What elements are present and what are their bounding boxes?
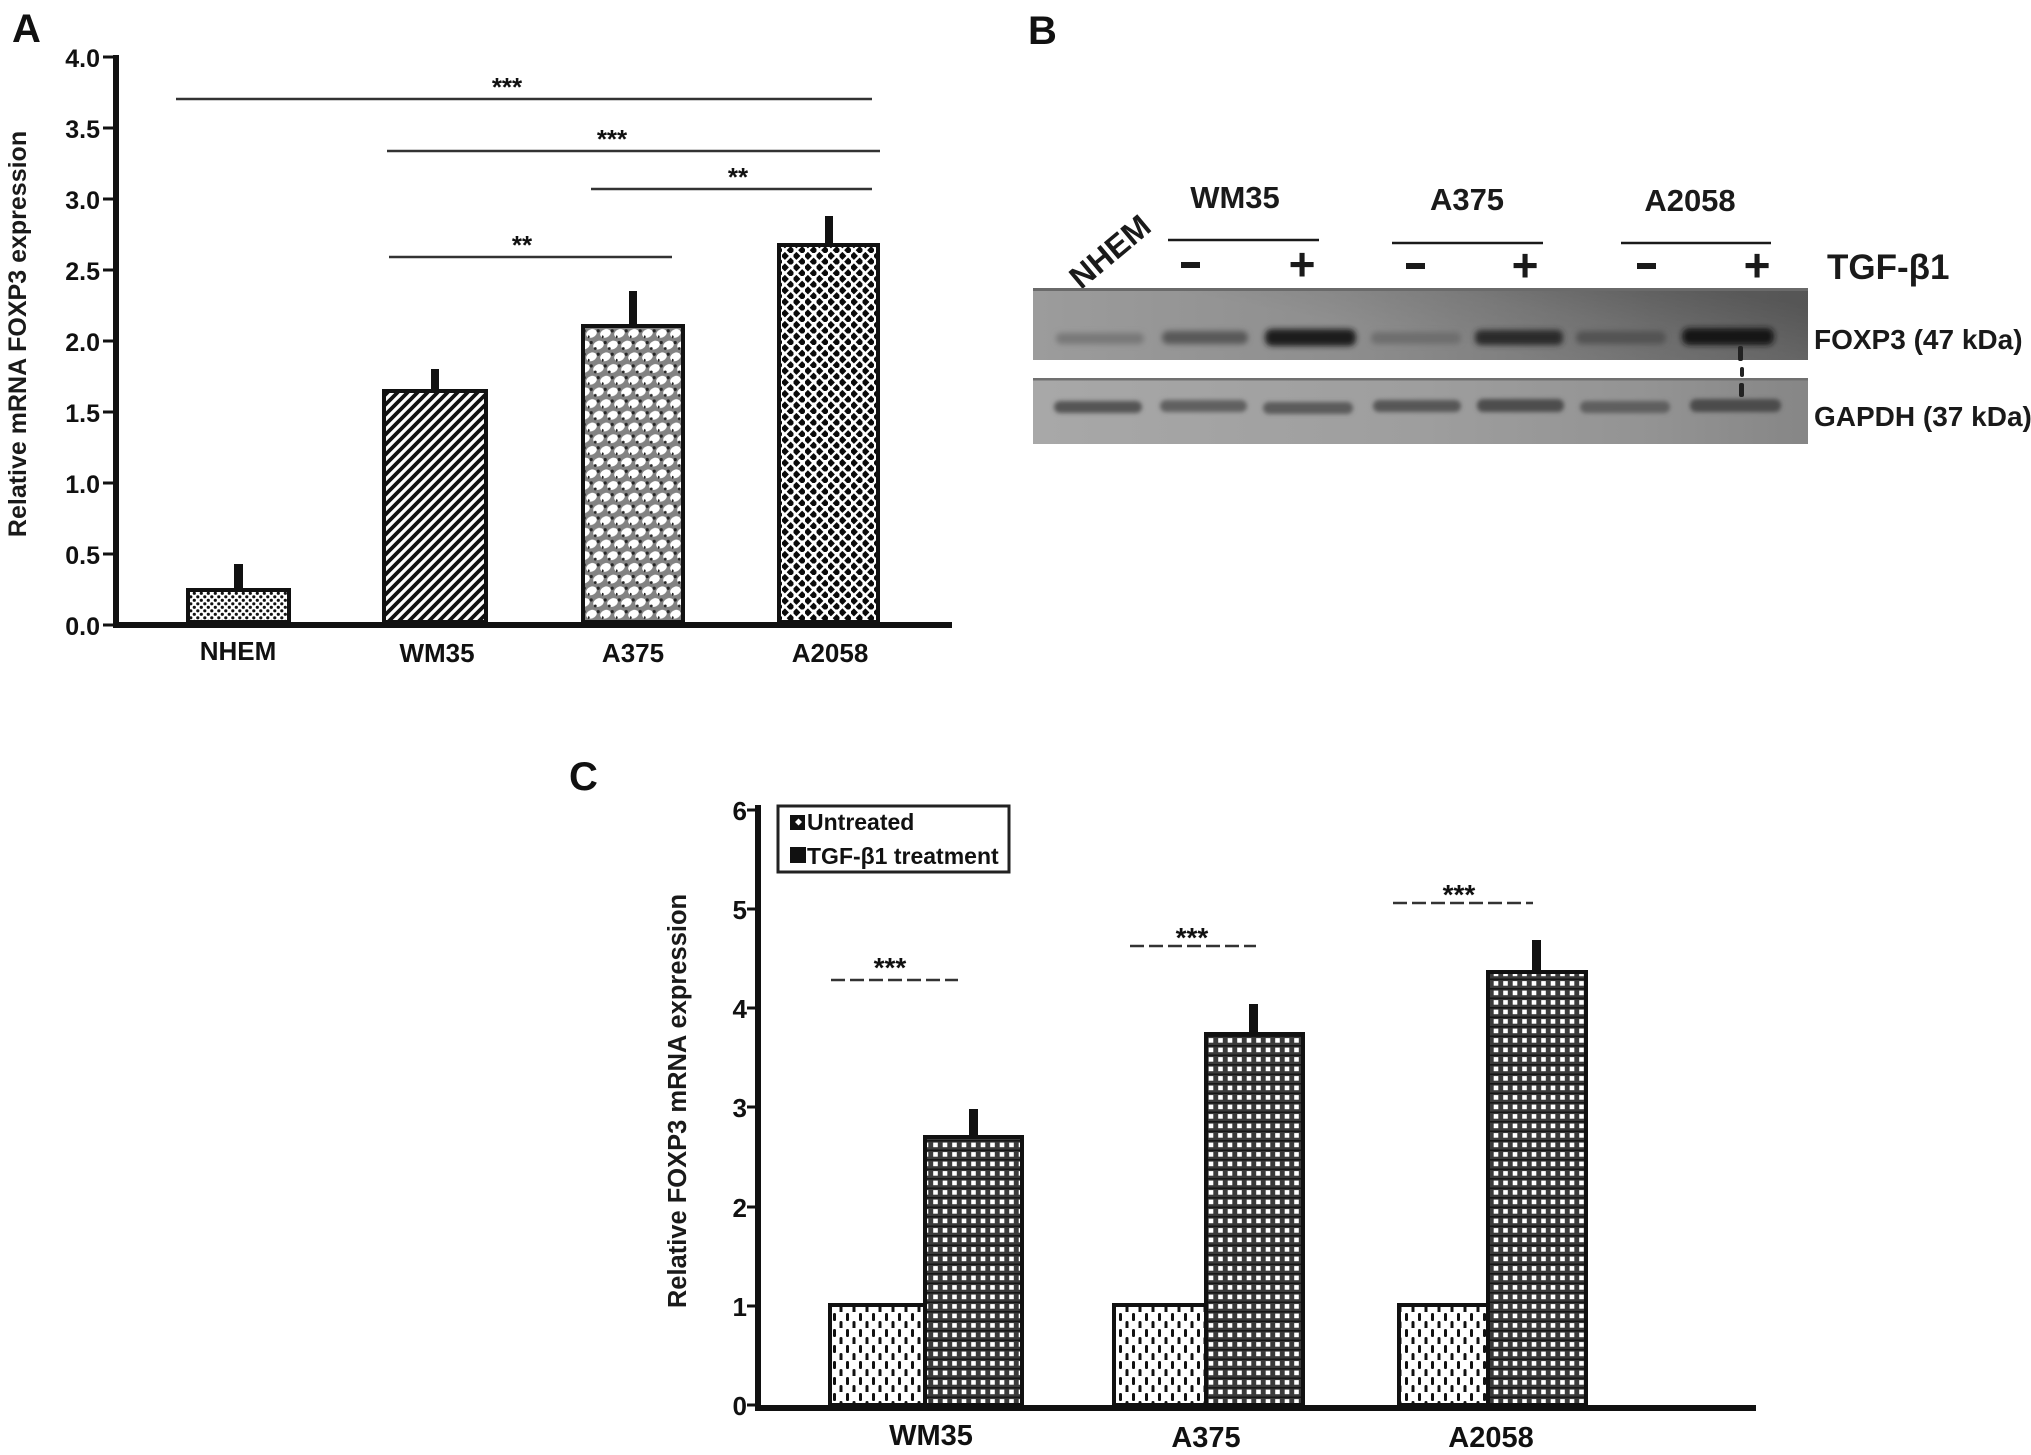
svg-text:A2058: A2058	[792, 638, 869, 668]
svg-text:6: 6	[733, 796, 747, 826]
svg-text:5: 5	[733, 895, 747, 925]
svg-text:WM35: WM35	[1190, 180, 1280, 215]
svg-text:B: B	[1028, 9, 1057, 53]
svg-text:A: A	[12, 7, 41, 51]
svg-text:2.5: 2.5	[65, 258, 100, 286]
svg-text:***: ***	[597, 124, 628, 154]
svg-text:NHEM: NHEM	[1062, 208, 1157, 296]
svg-text:4.0: 4.0	[65, 45, 100, 73]
svg-text:1.5: 1.5	[65, 400, 100, 428]
svg-text:C: C	[569, 755, 598, 799]
svg-text:1: 1	[733, 1292, 747, 1322]
svg-text:0.0: 0.0	[65, 613, 100, 641]
svg-text:4: 4	[733, 994, 748, 1024]
svg-text:3.5: 3.5	[65, 116, 100, 144]
svg-text:Relative mRNA FOXP3 expression: Relative mRNA FOXP3 expression	[4, 131, 32, 537]
svg-text:1.0: 1.0	[65, 471, 100, 499]
svg-text:Untreated: Untreated	[807, 809, 914, 835]
svg-text:**: **	[512, 230, 533, 260]
svg-text:TGF-β1 treatment: TGF-β1 treatment	[807, 843, 999, 869]
svg-text:A2058: A2058	[1448, 1422, 1533, 1454]
svg-text:3.0: 3.0	[65, 187, 100, 215]
svg-text:***: ***	[1176, 922, 1209, 953]
svg-text:FOXP3 (47 kDa): FOXP3 (47 kDa)	[1814, 324, 2023, 355]
svg-text:GAPDH (37 kDa): GAPDH (37 kDa)	[1814, 401, 2031, 432]
svg-text:+: +	[1289, 238, 1316, 290]
svg-text:0.5: 0.5	[65, 542, 100, 570]
svg-text:2.0: 2.0	[65, 329, 100, 357]
svg-text:A375: A375	[602, 638, 664, 668]
svg-text:3: 3	[733, 1093, 747, 1123]
svg-text:+: +	[1512, 239, 1539, 291]
svg-text:0: 0	[733, 1391, 747, 1421]
svg-text:+: +	[1744, 239, 1771, 291]
svg-text:TGF-β1: TGF-β1	[1827, 248, 1949, 287]
svg-text:***: ***	[1443, 879, 1476, 910]
svg-text:Relative FOXP3 mRNA expression: Relative FOXP3 mRNA expression	[664, 894, 692, 1308]
svg-text:***: ***	[874, 952, 907, 983]
svg-text:A2058: A2058	[1644, 183, 1735, 218]
svg-text:2: 2	[733, 1193, 747, 1223]
svg-text:WM35: WM35	[889, 1420, 973, 1452]
svg-text:***: ***	[492, 72, 523, 102]
svg-text:A375: A375	[1171, 1422, 1240, 1454]
svg-text:WM35: WM35	[399, 638, 474, 668]
svg-text:NHEM: NHEM	[200, 636, 277, 666]
svg-text:**: **	[728, 162, 749, 192]
svg-text:A375: A375	[1430, 182, 1504, 217]
